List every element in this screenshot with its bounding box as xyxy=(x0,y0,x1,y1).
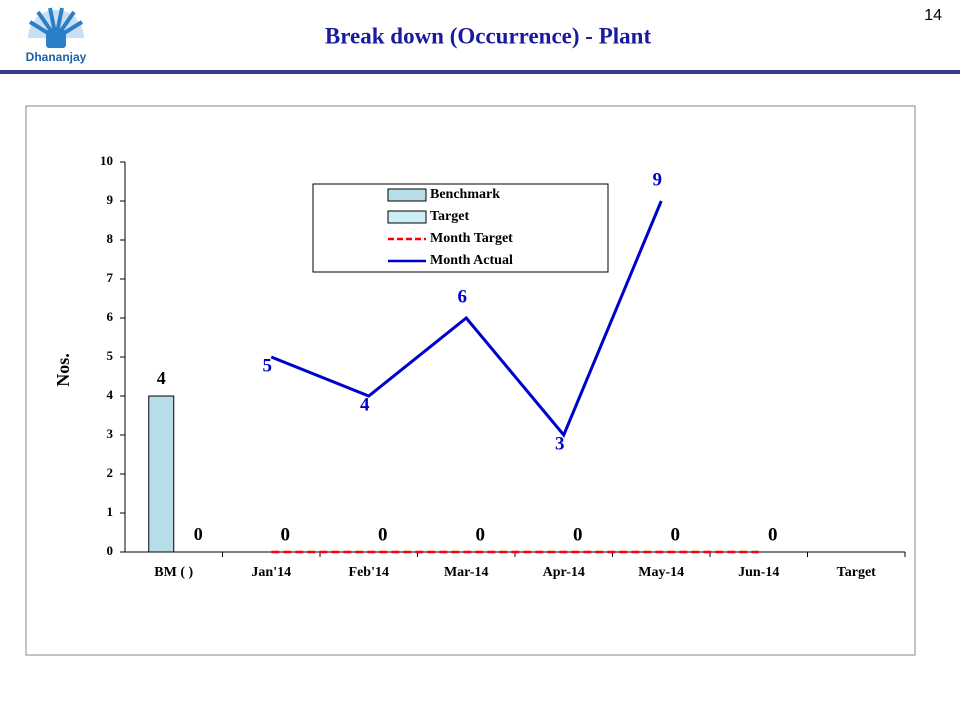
y-tick-label: 1 xyxy=(107,504,114,519)
data-label: 0 xyxy=(378,524,388,545)
x-tick-label: Jan'14 xyxy=(251,565,291,580)
legend-swatch xyxy=(387,210,427,224)
data-label: 4 xyxy=(360,394,370,415)
header-rule xyxy=(0,70,960,74)
y-tick-label: 3 xyxy=(107,426,114,441)
y-tick-label: 10 xyxy=(100,153,113,168)
data-label: 0 xyxy=(281,524,291,545)
legend xyxy=(312,183,609,273)
y-tick-label: 8 xyxy=(107,231,114,246)
y-tick-label: 2 xyxy=(107,465,114,480)
legend-label: Month Target xyxy=(430,231,513,246)
data-label: 3 xyxy=(555,433,565,454)
data-label: 6 xyxy=(458,286,468,307)
line xyxy=(270,200,663,438)
data-label: 0 xyxy=(768,524,778,545)
slide-number: 14 xyxy=(924,7,942,24)
y-tick-label: 6 xyxy=(107,309,114,324)
x-tick-label: Mar-14 xyxy=(444,565,489,580)
y-tick-label: 0 xyxy=(107,543,114,558)
y-tick-label: 4 xyxy=(107,387,114,402)
logo: Dhananjay xyxy=(26,7,87,64)
y-tick-label: 9 xyxy=(107,192,114,207)
logo-text: Dhananjay xyxy=(26,50,87,64)
x-tick-label: BM ( ) xyxy=(154,565,193,580)
x-tick-label: Apr-14 xyxy=(543,565,585,580)
data-label: 4 xyxy=(157,368,166,388)
bar xyxy=(148,395,175,553)
x-tick-label: May-14 xyxy=(638,565,684,580)
slide-title: Break down (Occurrence) - Plant xyxy=(325,23,652,48)
data-label: 0 xyxy=(671,524,681,545)
legend-label: Target xyxy=(430,209,469,224)
x-tick-label: Jun-14 xyxy=(738,565,779,580)
data-label: 5 xyxy=(263,355,273,376)
y-tick-label: 7 xyxy=(107,270,114,285)
data-label: 0 xyxy=(573,524,583,545)
data-label: 0 xyxy=(476,524,486,545)
legend-label: Benchmark xyxy=(430,187,500,202)
data-label: 0 xyxy=(194,524,203,544)
x-tick-label: Target xyxy=(837,565,876,580)
y-axis-label: Nos. xyxy=(53,353,73,387)
legend-label: Month Actual xyxy=(430,253,513,268)
data-label: 9 xyxy=(653,169,663,190)
y-tick-label: 5 xyxy=(107,348,114,363)
x-tick-label: Feb'14 xyxy=(349,565,389,580)
legend-swatch xyxy=(387,188,427,202)
